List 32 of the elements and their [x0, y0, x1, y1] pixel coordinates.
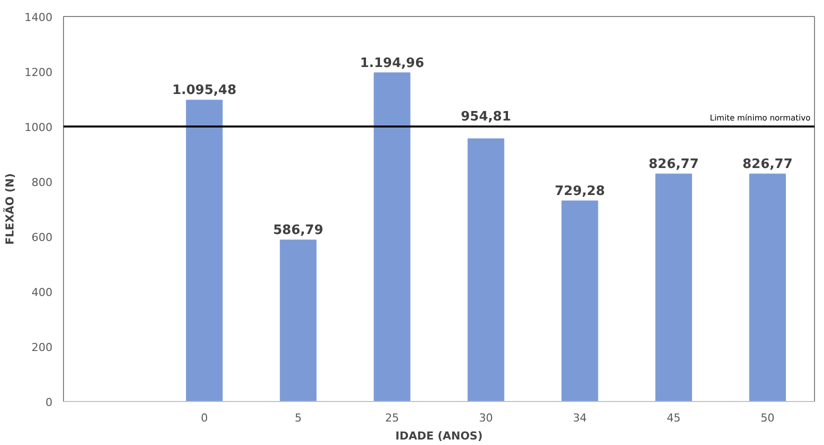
x-tick-label: 34 [572, 412, 587, 424]
bar [374, 72, 410, 402]
data-label: 954,81 [460, 110, 512, 124]
data-label: 1.095,48 [172, 83, 236, 98]
bar [280, 240, 317, 402]
bar [749, 174, 786, 402]
y-tick-label: 800 [32, 176, 53, 189]
y-tick-label: 0 [46, 396, 52, 409]
y-axis-title: FLEXÃO (N) [2, 173, 17, 245]
x-tick-label: 5 [294, 412, 302, 424]
data-label: 1.194,96 [360, 56, 424, 71]
y-tick-label: 1200 [24, 66, 53, 79]
x-tick-label: 0 [200, 412, 208, 424]
bar [561, 200, 598, 402]
data-label: 586,79 [273, 223, 324, 238]
y-tick-label: 600 [32, 231, 53, 244]
bar [186, 100, 223, 402]
x-tick-label: 50 [760, 412, 775, 424]
y-tick-label: 1000 [24, 121, 53, 134]
data-label: 729,28 [554, 184, 605, 199]
x-tick-label: 30 [478, 412, 493, 424]
x-axis-title: IDADE (ANOS) [395, 430, 483, 442]
y-tick-label: 200 [32, 341, 53, 354]
ref-line-label: Limite mínimo normativo [710, 114, 811, 122]
data-label: 826,77 [742, 157, 793, 172]
bar [655, 174, 692, 402]
x-tick-label: 45 [666, 412, 681, 424]
y-tick-label: 400 [32, 286, 53, 299]
bar [468, 138, 504, 402]
x-tick-label: 25 [385, 412, 400, 424]
y-tick-label: 1400 [24, 11, 53, 24]
data-label: 826,77 [648, 157, 699, 172]
